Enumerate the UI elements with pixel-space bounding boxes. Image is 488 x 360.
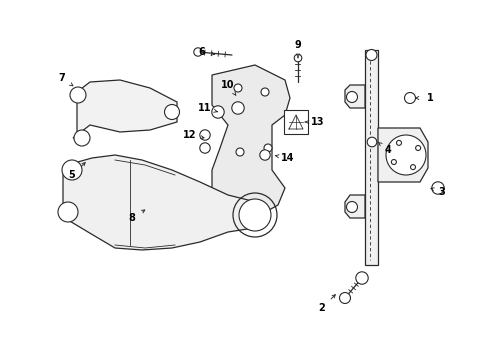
Text: 9: 9: [294, 40, 301, 50]
Circle shape: [358, 275, 365, 281]
Circle shape: [200, 143, 210, 153]
PathPatch shape: [345, 195, 364, 218]
Circle shape: [409, 165, 415, 170]
Text: 14: 14: [281, 153, 294, 163]
Circle shape: [74, 91, 82, 99]
Circle shape: [296, 56, 299, 60]
PathPatch shape: [345, 85, 364, 108]
PathPatch shape: [364, 50, 377, 265]
Circle shape: [202, 145, 207, 150]
Circle shape: [236, 148, 244, 156]
Circle shape: [390, 159, 396, 165]
Circle shape: [231, 102, 244, 114]
Circle shape: [365, 49, 376, 60]
Circle shape: [431, 182, 443, 194]
Text: 12: 12: [183, 130, 196, 140]
Circle shape: [366, 137, 376, 147]
Circle shape: [434, 185, 440, 191]
Text: 5: 5: [68, 170, 75, 180]
Circle shape: [404, 93, 415, 104]
Circle shape: [395, 145, 415, 165]
Text: 10: 10: [221, 80, 234, 90]
Circle shape: [214, 109, 221, 115]
PathPatch shape: [73, 80, 177, 138]
PathPatch shape: [212, 65, 289, 218]
Circle shape: [63, 207, 73, 217]
Circle shape: [58, 202, 78, 222]
Circle shape: [294, 54, 301, 62]
Circle shape: [200, 130, 210, 140]
Circle shape: [193, 48, 202, 56]
Circle shape: [342, 296, 347, 301]
Text: 11: 11: [198, 103, 211, 113]
Circle shape: [355, 272, 367, 284]
Circle shape: [265, 146, 269, 150]
Text: 8: 8: [128, 213, 135, 223]
Circle shape: [234, 105, 241, 111]
Circle shape: [415, 145, 420, 150]
Circle shape: [368, 52, 373, 58]
Circle shape: [202, 132, 207, 138]
FancyBboxPatch shape: [284, 110, 307, 134]
Circle shape: [78, 134, 86, 142]
Text: 13: 13: [311, 117, 324, 127]
Circle shape: [236, 86, 240, 90]
Circle shape: [168, 108, 176, 116]
Circle shape: [234, 84, 242, 92]
Circle shape: [385, 135, 425, 175]
Circle shape: [407, 95, 412, 101]
PathPatch shape: [377, 128, 427, 182]
Circle shape: [369, 140, 374, 144]
Circle shape: [259, 150, 270, 160]
PathPatch shape: [63, 155, 260, 250]
Circle shape: [346, 91, 357, 103]
Circle shape: [211, 106, 224, 118]
Circle shape: [246, 207, 263, 223]
Circle shape: [239, 199, 270, 231]
Circle shape: [164, 104, 179, 120]
Circle shape: [264, 144, 271, 152]
Circle shape: [261, 88, 268, 96]
Circle shape: [263, 90, 266, 94]
Circle shape: [262, 152, 267, 158]
Circle shape: [238, 150, 242, 154]
Circle shape: [196, 50, 200, 54]
Circle shape: [70, 87, 86, 103]
Circle shape: [348, 94, 354, 100]
Circle shape: [67, 165, 77, 175]
Text: 1: 1: [426, 93, 432, 103]
Text: 4: 4: [384, 145, 390, 155]
Text: 2: 2: [318, 303, 325, 313]
Circle shape: [339, 292, 350, 303]
Circle shape: [346, 202, 357, 212]
Circle shape: [74, 130, 90, 146]
Circle shape: [62, 160, 82, 180]
Text: 7: 7: [59, 73, 65, 83]
Text: 3: 3: [438, 187, 445, 197]
Circle shape: [348, 204, 354, 210]
Circle shape: [396, 140, 401, 145]
Text: 6: 6: [198, 47, 205, 57]
